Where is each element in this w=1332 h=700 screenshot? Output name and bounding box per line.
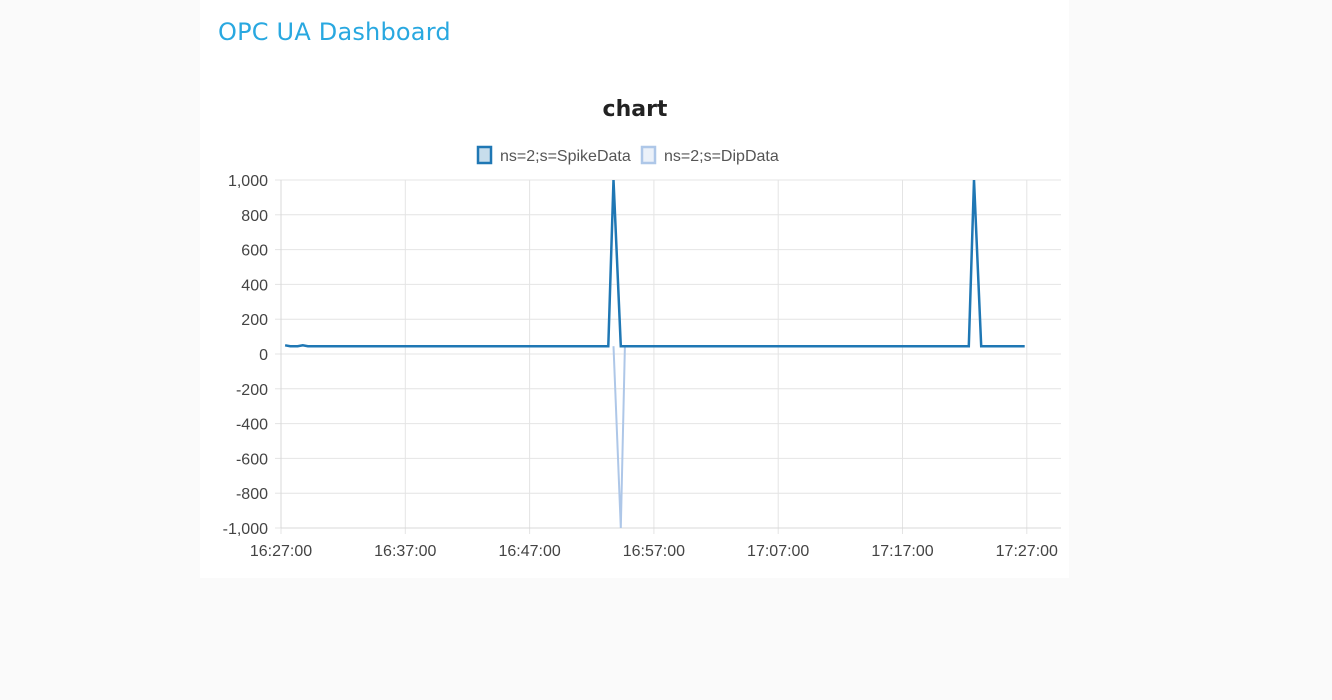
chart-legend[interactable]: ns=2;s=SpikeData ns=2;s=DipData [476,145,779,165]
y-tick-label: -200 [236,382,268,399]
y-tick-label: -600 [236,451,268,468]
y-tick-label: -1,000 [223,521,268,538]
x-tick-label: 16:57:00 [623,543,685,560]
x-tick-label: 16:37:00 [374,543,436,560]
y-tick-label: 400 [241,277,268,294]
chart-series [284,179,1025,529]
legend-item-ns-2-s-spikedata[interactable]: ns=2;s=SpikeData [476,145,631,165]
y-tick-label: -800 [236,486,268,503]
y-tick-label: -400 [236,417,268,434]
legend-swatch [640,145,657,165]
dashboard-title[interactable]: OPC UA Dashboard [218,18,451,46]
legend-swatch [476,145,493,165]
legend-label: ns=2;s=DipData [664,148,779,165]
series-line-ns-2-s-dipdata [612,346,626,529]
y-tick-label: 800 [241,208,268,225]
x-tick-label: 17:17:00 [871,543,933,560]
line-chart: chart ns=2;s=SpikeData ns=2;s=DipData 1,0… [223,97,1061,560]
chart-title: chart [603,97,668,122]
x-tick-label: 16:47:00 [498,543,560,560]
y-tick-label: 1,000 [228,173,268,190]
chart-grid [280,179,1061,529]
y-tick-label: 600 [241,243,268,260]
x-tick-label: 17:27:00 [996,543,1058,560]
series-line-ns-2-s-spikedata [284,179,1025,348]
y-tick-label: 200 [241,312,268,329]
y-tick-label: 0 [259,347,268,364]
legend-item-ns-2-s-dipdata[interactable]: ns=2;s=DipData [640,145,779,165]
x-tick-label: 16:27:00 [250,543,312,560]
x-tick-label: 17:07:00 [747,543,809,560]
legend-label: ns=2;s=SpikeData [500,148,631,165]
dashboard-card: OPC UA Dashboard chart ns=2;s=SpikeData n… [200,0,1069,578]
chart-axes: 1,000 800 600 400 200 0 -200 -400 -600 -800 -1,000… [223,173,1061,560]
